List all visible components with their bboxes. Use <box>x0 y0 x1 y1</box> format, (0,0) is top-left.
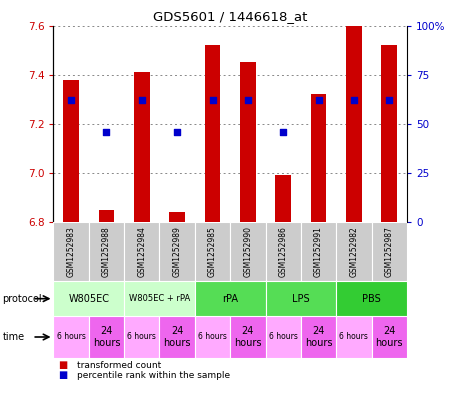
Bar <box>159 222 195 281</box>
Point <box>138 97 146 103</box>
Bar <box>275 175 291 222</box>
Text: transformed count: transformed count <box>77 361 161 370</box>
Bar <box>266 316 301 358</box>
Text: PBS: PBS <box>362 294 381 304</box>
Text: GSM1252983: GSM1252983 <box>66 226 76 277</box>
Text: GSM1252984: GSM1252984 <box>137 226 146 277</box>
Text: 6 hours: 6 hours <box>198 332 227 342</box>
Title: GDS5601 / 1446618_at: GDS5601 / 1446618_at <box>153 10 307 23</box>
Point <box>244 97 252 103</box>
Bar <box>266 222 301 281</box>
Text: GSM1252988: GSM1252988 <box>102 226 111 277</box>
Bar <box>311 94 326 222</box>
Bar <box>230 316 266 358</box>
Bar <box>124 281 195 316</box>
Bar <box>205 45 220 222</box>
Bar <box>124 222 159 281</box>
Text: GSM1252986: GSM1252986 <box>279 226 288 277</box>
Point <box>385 97 393 103</box>
Text: GSM1252985: GSM1252985 <box>208 226 217 277</box>
Point <box>209 97 216 103</box>
Text: GSM1252990: GSM1252990 <box>243 226 252 277</box>
Bar <box>53 222 89 281</box>
Text: 24
hours: 24 hours <box>93 326 120 348</box>
Bar <box>89 222 124 281</box>
Text: GSM1252991: GSM1252991 <box>314 226 323 277</box>
Text: time: time <box>2 332 25 342</box>
Point <box>350 97 358 103</box>
Point <box>173 129 181 135</box>
Bar <box>336 222 372 281</box>
Text: 6 hours: 6 hours <box>339 332 368 342</box>
Bar <box>159 316 195 358</box>
Text: LPS: LPS <box>292 294 310 304</box>
Bar <box>134 72 150 222</box>
Bar <box>301 316 336 358</box>
Bar <box>381 45 397 222</box>
Bar <box>230 222 266 281</box>
Text: GSM1252982: GSM1252982 <box>349 226 359 277</box>
Text: 6 hours: 6 hours <box>127 332 156 342</box>
Text: 24
hours: 24 hours <box>163 326 191 348</box>
Bar <box>53 316 89 358</box>
Text: 24
hours: 24 hours <box>234 326 262 348</box>
Bar <box>53 281 124 316</box>
Bar <box>372 222 407 281</box>
Text: 6 hours: 6 hours <box>57 332 86 342</box>
Bar <box>266 281 336 316</box>
Point <box>279 129 287 135</box>
Text: 6 hours: 6 hours <box>269 332 298 342</box>
Bar <box>372 316 407 358</box>
Text: W805EC: W805EC <box>68 294 109 304</box>
Text: 24
hours: 24 hours <box>305 326 332 348</box>
Bar <box>195 222 230 281</box>
Bar <box>346 26 362 222</box>
Text: ■: ■ <box>58 360 67 371</box>
Text: GSM1252987: GSM1252987 <box>385 226 394 277</box>
Point <box>315 97 322 103</box>
Bar <box>336 281 407 316</box>
Text: rPA: rPA <box>222 294 238 304</box>
Text: protocol: protocol <box>2 294 42 304</box>
Bar <box>124 316 159 358</box>
Text: ■: ■ <box>58 370 67 380</box>
Point <box>67 97 75 103</box>
Text: W805EC + rPA: W805EC + rPA <box>129 294 190 303</box>
Bar <box>89 316 124 358</box>
Bar <box>195 316 230 358</box>
Bar <box>63 80 79 222</box>
Bar <box>99 210 114 222</box>
Text: GSM1252989: GSM1252989 <box>173 226 182 277</box>
Text: 24
hours: 24 hours <box>375 326 403 348</box>
Bar <box>336 316 372 358</box>
Text: percentile rank within the sample: percentile rank within the sample <box>77 371 230 380</box>
Bar <box>169 212 185 222</box>
Point <box>103 129 110 135</box>
Bar <box>240 62 256 222</box>
Bar <box>301 222 336 281</box>
Bar <box>195 281 266 316</box>
